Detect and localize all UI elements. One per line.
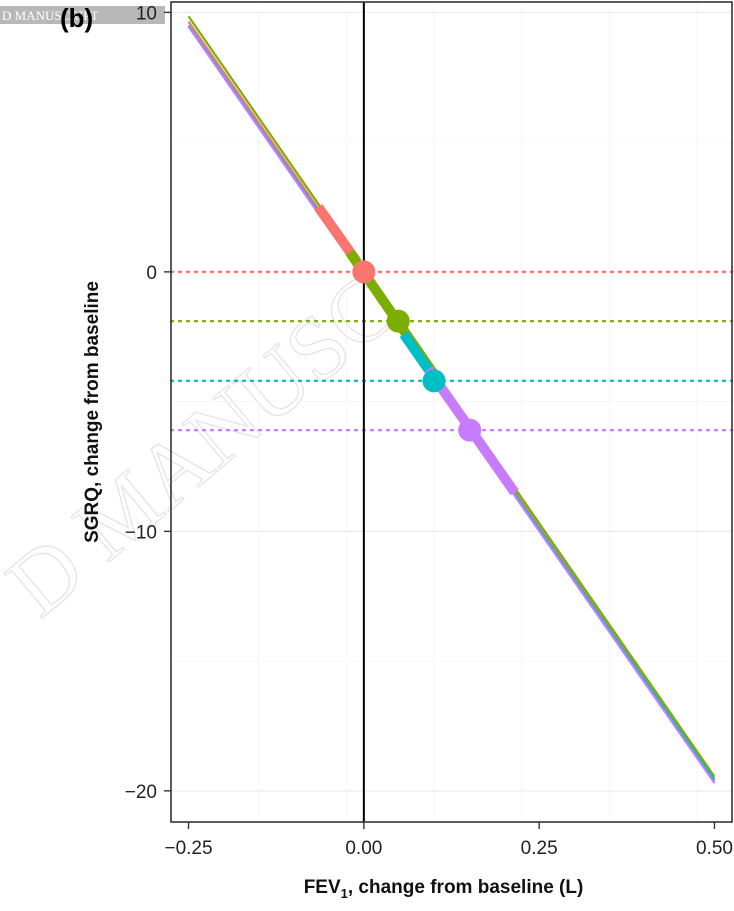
x-tick-label: −0.25 bbox=[164, 838, 212, 859]
y-axis: 10 0 −10 −20 bbox=[125, 3, 171, 803]
y-tick-label: −20 bbox=[125, 782, 157, 803]
y-tick-label: −10 bbox=[125, 522, 157, 543]
y-axis-title: SGRQ, change from baseline bbox=[82, 281, 103, 543]
y-tick-label: 0 bbox=[146, 263, 157, 284]
reference-hlines bbox=[169, 270, 734, 432]
panel-border bbox=[170, 1, 733, 823]
watermark-text: D MANUSCRIPT bbox=[2, 8, 98, 23]
x-axis: −0.25 0.00 0.25 0.50 bbox=[164, 822, 733, 859]
x-axis-title: FEV1, change from baseline (L) bbox=[304, 877, 584, 901]
watermark-banner bbox=[0, 6, 165, 24]
x-tick-label: 0.25 bbox=[521, 838, 558, 859]
series-point bbox=[352, 260, 376, 284]
series-point bbox=[422, 369, 446, 393]
series-point bbox=[386, 309, 410, 333]
watermark-diagonal-text: D MANUSC bbox=[0, 256, 415, 636]
x-tick-label: 0.50 bbox=[696, 838, 733, 859]
plot-panel bbox=[169, 1, 734, 823]
series-points bbox=[352, 260, 482, 442]
y-tick-label: 10 bbox=[136, 3, 157, 24]
series-point bbox=[458, 418, 482, 442]
x-tick-label: 0.00 bbox=[345, 838, 382, 859]
panel-label: (b) bbox=[60, 3, 93, 33]
watermark: D MANUSCRIPT D MANUSC bbox=[0, 6, 415, 636]
